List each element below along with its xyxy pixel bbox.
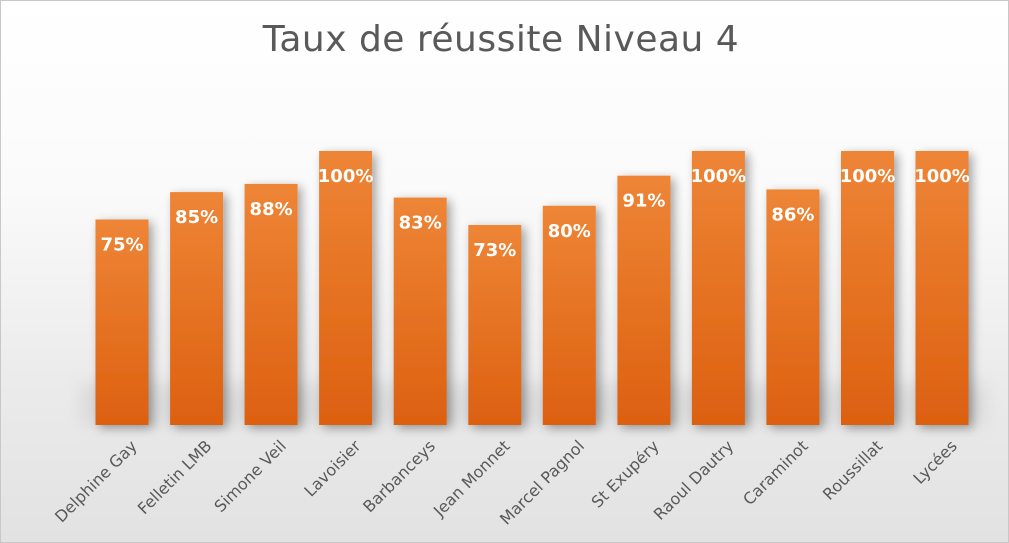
bar <box>319 151 373 425</box>
data-label: 100% <box>840 166 896 187</box>
bar <box>95 219 149 425</box>
category-label: Barbanceys <box>359 436 439 516</box>
data-label: 85% <box>175 207 218 228</box>
bar <box>617 175 671 425</box>
category-label: Jean Monnet <box>429 436 514 521</box>
category-label: Lavoisier <box>300 436 364 500</box>
bar <box>841 151 894 425</box>
category-label: Lycées <box>909 436 960 487</box>
bar <box>468 225 522 425</box>
category-label: Felletin LMB <box>134 436 216 518</box>
category-label: Delphine Gay <box>51 436 141 526</box>
data-label: 75% <box>100 235 143 256</box>
bar <box>244 183 298 425</box>
data-label: 80% <box>548 221 591 242</box>
category-label: Caraminot <box>739 436 812 509</box>
category-label: Roussillat <box>819 436 886 503</box>
data-label: 83% <box>399 213 442 234</box>
bar <box>542 205 596 425</box>
category-label: St Exupéry <box>588 436 663 511</box>
floor-shadow <box>81 383 986 425</box>
category-label: Simone Veil <box>210 436 290 516</box>
data-label: 73% <box>473 240 516 261</box>
data-label: 88% <box>250 199 293 220</box>
chart-title: Taux de réussite Niveau 4 <box>262 19 740 60</box>
data-label: 86% <box>771 204 814 225</box>
category-label: Raoul Dautry <box>650 436 737 523</box>
bar <box>393 197 447 425</box>
bar <box>766 189 820 425</box>
data-label: 100% <box>691 166 747 187</box>
bar <box>691 151 745 425</box>
data-label: 100% <box>318 166 374 187</box>
data-label: 100% <box>914 166 970 187</box>
bar <box>915 151 969 425</box>
data-label: 91% <box>622 191 665 212</box>
bar <box>170 192 224 425</box>
